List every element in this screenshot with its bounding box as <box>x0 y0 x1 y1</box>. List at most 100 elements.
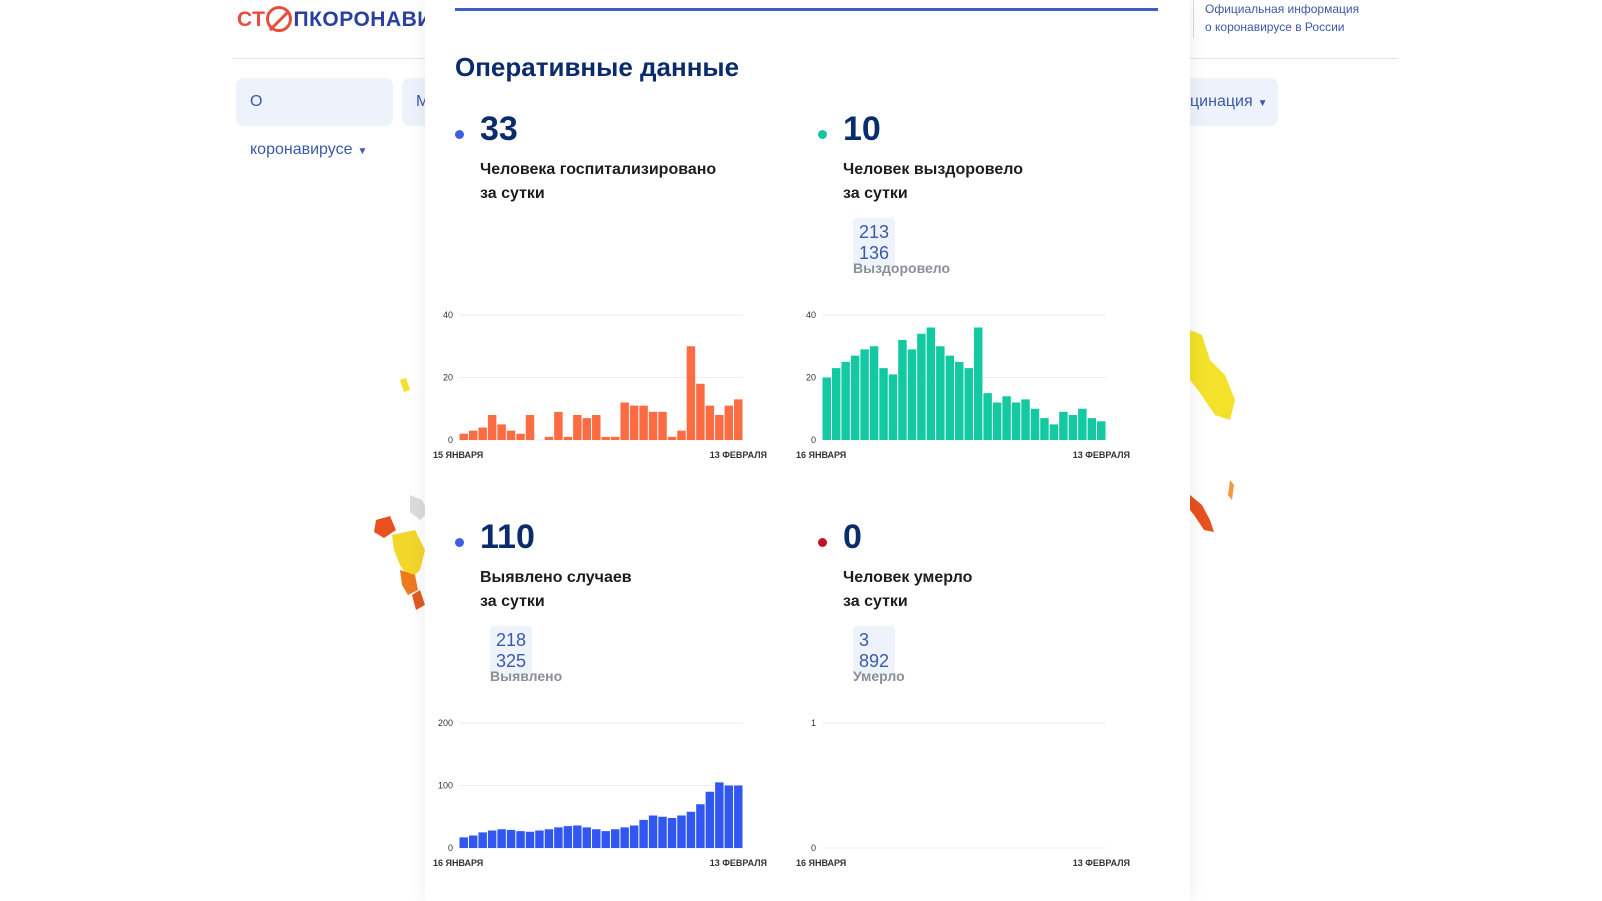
chart-bar <box>973 327 983 440</box>
chart-bar <box>487 830 497 848</box>
stat-description: Человек выздоровело за сутки <box>843 158 1103 206</box>
chart-bar <box>516 831 525 848</box>
nav-label: цинация <box>1190 93 1253 110</box>
chevron-down-icon: ▼ <box>357 146 368 157</box>
chart-bar <box>1078 408 1087 440</box>
chart-bar <box>705 791 715 848</box>
chart-bar <box>601 436 610 440</box>
stat-total-label: Выявлено <box>490 668 563 684</box>
chart-bar <box>860 349 869 440</box>
panel-title: Оперативные данные <box>455 52 740 82</box>
chart-bar <box>592 829 601 848</box>
chart-bar <box>907 349 917 440</box>
chart-bar <box>610 436 620 440</box>
y-tick-label: 0 <box>811 843 816 853</box>
chevron-down-icon: ▼ <box>1257 98 1268 109</box>
chart-bar <box>468 835 478 848</box>
nav-about-coronavirus[interactable]: О коронавирусе ▼ <box>236 78 393 158</box>
official-info[interactable]: Официальная информация о коронавирусе в … <box>1193 0 1359 38</box>
chart-bar <box>648 411 658 440</box>
chart-bar <box>592 415 601 440</box>
y-tick-label: 40 <box>443 310 453 320</box>
logo-prefix: СТ <box>237 8 266 31</box>
chart-bar <box>629 825 639 848</box>
map-fragment-right <box>1190 330 1235 532</box>
chart-bar <box>525 831 535 848</box>
chart-bar <box>629 405 639 440</box>
stat-number: 33 <box>480 110 518 148</box>
y-tick-label: 40 <box>806 310 816 320</box>
chart-bar <box>487 415 497 440</box>
chart-bar <box>497 424 506 440</box>
chart-bar <box>964 368 973 440</box>
chart-bar <box>696 804 705 848</box>
x-end-label: 13 ФЕВРАЛЯ <box>1073 858 1130 868</box>
chart-bar <box>1068 415 1078 440</box>
chart-bar <box>601 831 610 848</box>
y-tick-label: 100 <box>438 781 453 791</box>
x-start-label: 15 ЯНВАРЯ <box>433 450 483 460</box>
chart-bar <box>554 827 563 848</box>
chart-bar <box>1030 408 1040 440</box>
panel-top-border <box>455 8 1158 11</box>
chart-bar <box>459 433 468 440</box>
chart-bar <box>715 415 724 440</box>
stat-description: Человека госпитализировано за сутки <box>480 158 740 206</box>
chart-bar <box>1021 399 1030 440</box>
stat-desc-line-2: за сутки <box>480 593 545 610</box>
chart-bar <box>724 785 734 848</box>
chart-bar <box>686 811 696 848</box>
stat-number: 10 <box>843 110 881 148</box>
chart-bar <box>715 782 724 848</box>
y-tick-label: 20 <box>806 373 816 383</box>
x-start-label: 16 ЯНВАРЯ <box>796 450 846 460</box>
chart-bar <box>850 355 860 440</box>
nav-label: О коронавирусе <box>250 93 353 158</box>
stat-total-value: 3 892 <box>853 626 896 676</box>
site-logo[interactable]: СТ ПКОРОНАВИ <box>237 6 433 32</box>
chart-bar <box>582 827 592 848</box>
chart-bar <box>544 436 554 440</box>
chart-bar <box>544 829 554 848</box>
chart-bar <box>667 436 677 440</box>
x-start-label: 16 ЯНВАРЯ <box>433 858 483 868</box>
chart-bar <box>468 430 478 440</box>
stat-description: Выявлено случаев за сутки <box>480 566 740 614</box>
stat-desc-line-1: Человека госпитализировано <box>480 161 717 178</box>
chart-bar <box>955 361 964 440</box>
red-dot-icon <box>818 538 827 547</box>
official-line-1: Официальная информация <box>1205 2 1360 16</box>
chart-bar <box>563 436 573 440</box>
y-tick-label: 200 <box>438 718 453 728</box>
chart-bar <box>734 399 743 440</box>
chart-bar <box>677 430 686 440</box>
chart-bar <box>879 368 888 440</box>
stat-total-value: 218 325 <box>490 626 533 676</box>
chart-bar <box>573 415 582 440</box>
chart-bar <box>459 837 468 848</box>
chart-bar <box>1059 411 1068 440</box>
stat-desc-line-2: за сутки <box>843 593 908 610</box>
chart-bar <box>620 402 629 440</box>
stat-desc-line-2: за сутки <box>843 185 908 202</box>
chart-bar <box>888 374 898 440</box>
chart-bar <box>658 411 667 440</box>
chart-detected: 0 100 200 16 ЯНВАРЯ 13 ФЕВРАЛЯ <box>433 718 767 868</box>
chart-bar <box>667 818 677 848</box>
blue-dot-icon <box>455 130 464 139</box>
chart-bar <box>639 819 648 848</box>
chart-bar <box>992 402 1002 440</box>
chart-bar <box>563 826 573 848</box>
y-tick-label: 20 <box>443 373 453 383</box>
logo-suffix: ПКОРОНАВИ <box>293 8 433 31</box>
y-tick-label: 0 <box>448 843 453 853</box>
virus-stop-icon <box>266 6 293 32</box>
stat-number: 110 <box>480 518 535 556</box>
stat-total-value: 213 136 <box>853 218 896 268</box>
x-end-label: 13 ФЕВРАЛЯ <box>710 450 767 460</box>
stat-desc-line-1: Выявлено случаев <box>480 569 632 586</box>
chart-bar <box>898 340 907 440</box>
stat-desc-line-1: Человек умерло <box>843 569 973 586</box>
x-end-label: 13 ФЕВРАЛЯ <box>1073 450 1130 460</box>
chart-bar <box>1002 396 1011 440</box>
